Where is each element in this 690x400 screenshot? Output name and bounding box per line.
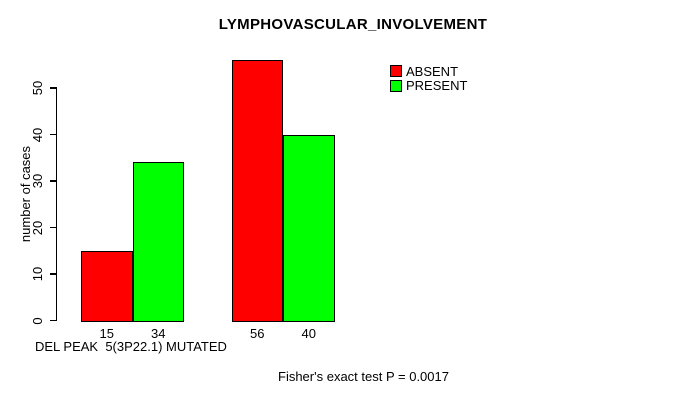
y-axis-tick-label: 40	[30, 127, 45, 142]
chart-title: LYMPHOVASCULAR_INVOLVEMENT	[218, 16, 488, 33]
legend-swatch-present-icon	[390, 79, 402, 92]
y-axis-tick	[50, 180, 57, 182]
legend-swatch-absent-icon	[390, 65, 402, 78]
y-axis-tick	[50, 226, 57, 229]
y-axis-tick-label: 50	[30, 80, 45, 96]
y-axis-tick-label: 10	[30, 266, 45, 282]
legend-label: PRESENT	[406, 78, 468, 94]
y-axis-tick-label: 30	[30, 173, 45, 189]
bar-present	[132, 162, 184, 322]
bar-value-label: 34	[151, 326, 166, 341]
y-axis-tick-label: 0	[30, 316, 45, 325]
stat-annotation: Fisher's exact test P = 0.0017	[278, 369, 449, 384]
y-axis-tick	[50, 87, 57, 89]
bar-absent	[81, 250, 133, 322]
legend: ABSENT PRESENT	[390, 64, 467, 93]
legend-item-present: PRESENT	[390, 78, 468, 94]
legend-label: ABSENT	[406, 63, 459, 79]
bar-value-label: 40	[301, 326, 316, 341]
bar-value-label: 15	[99, 326, 114, 341]
y-axis-line	[55, 87, 57, 321]
x-axis-caption: DEL PEAK 5(3P22.1) MUTATED	[35, 339, 227, 354]
y-axis-tick	[50, 133, 57, 136]
legend-item-absent: ABSENT	[390, 64, 467, 79]
bar-value-label: 56	[250, 326, 265, 341]
y-axis-tick	[50, 273, 57, 275]
bar-absent	[231, 60, 283, 322]
y-axis-tick-label: 20	[30, 220, 45, 235]
bar-present	[283, 134, 335, 322]
y-axis-tick	[50, 319, 57, 322]
